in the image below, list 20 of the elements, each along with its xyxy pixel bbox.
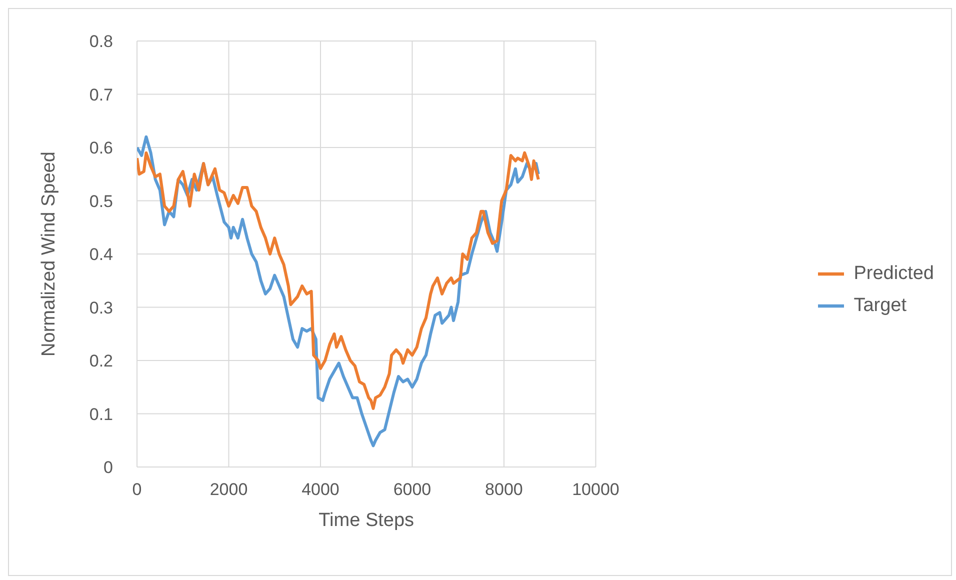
- y-axis-title: Normalized Wind Speed: [38, 152, 60, 356]
- x-tick-label: 10000: [572, 480, 620, 500]
- legend-label: Target: [854, 295, 907, 316]
- y-tick-label: 0.3: [89, 298, 113, 318]
- y-tick-label: 0.5: [89, 192, 113, 211]
- line-series: [137, 151, 540, 410]
- legend-label: Predicted: [854, 263, 934, 284]
- y-tick-label: 0: [104, 458, 113, 478]
- x-tick-label: 2000: [210, 480, 248, 500]
- x-tick-label: 4000: [302, 480, 340, 500]
- x-tick-label: 6000: [393, 480, 432, 500]
- y-tick-label: 0.7: [89, 85, 113, 104]
- x-tick-label: 8000: [485, 480, 523, 500]
- y-tick-label: 0.2: [89, 352, 113, 371]
- y-tick-label: 0.6: [89, 138, 113, 158]
- y-tick-label: 0.1: [89, 404, 113, 424]
- y-tick-label: 0.8: [89, 32, 113, 52]
- x-tick-label: 0: [132, 480, 142, 500]
- x-axis-title: Time Steps: [318, 510, 414, 531]
- y-tick-label: 0.4: [89, 245, 113, 264]
